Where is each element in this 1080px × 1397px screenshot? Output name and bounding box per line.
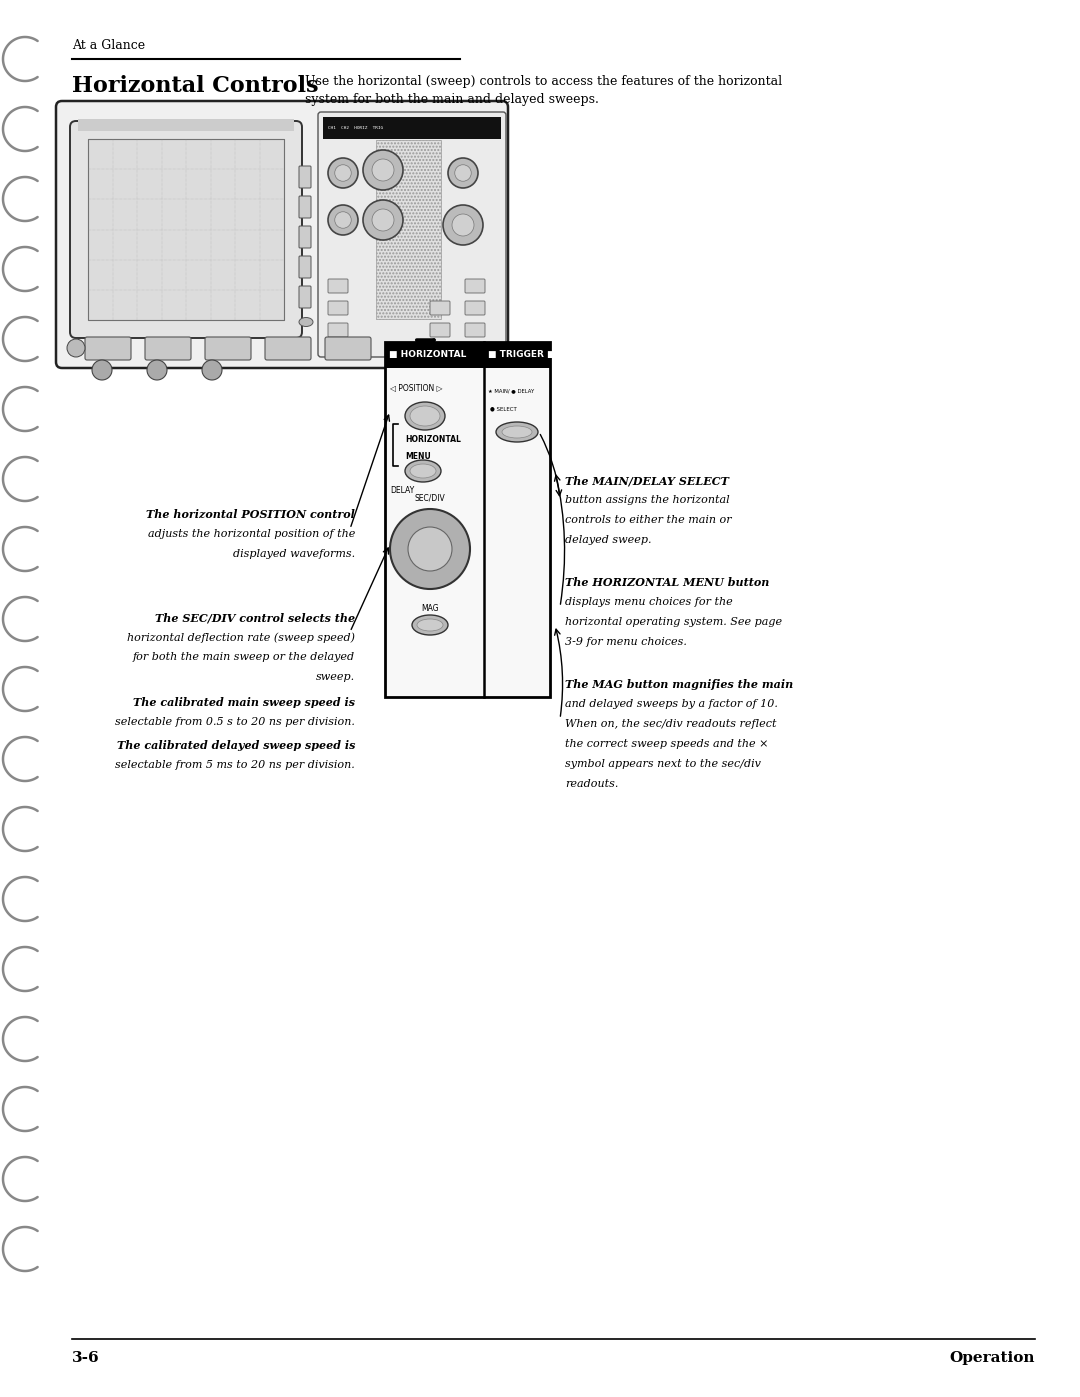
Ellipse shape [411, 615, 448, 636]
FancyBboxPatch shape [430, 300, 450, 314]
Bar [376, 140, 441, 319]
FancyBboxPatch shape [299, 286, 311, 307]
Ellipse shape [496, 422, 538, 441]
Text: displayed waveforms.: displayed waveforms. [233, 549, 355, 559]
Text: ■ HORIZONTAL: ■ HORIZONTAL [389, 351, 467, 359]
Bar [87, 138, 284, 320]
FancyBboxPatch shape [318, 112, 507, 358]
Text: ■ TRIGGER ■: ■ TRIGGER ■ [488, 351, 555, 359]
FancyBboxPatch shape [328, 279, 348, 293]
Text: and delayed sweeps by a factor of 10.: and delayed sweeps by a factor of 10. [565, 698, 778, 710]
FancyBboxPatch shape [325, 337, 372, 360]
Ellipse shape [299, 317, 313, 327]
Text: The MAG button magnifies the main: The MAG button magnifies the main [565, 679, 793, 690]
FancyBboxPatch shape [265, 337, 311, 360]
Bar [78, 119, 294, 131]
Text: The calibrated main sweep speed is: The calibrated main sweep speed is [133, 697, 355, 708]
Circle shape [443, 205, 483, 244]
Ellipse shape [410, 464, 436, 478]
Text: ● SELECT: ● SELECT [490, 407, 516, 411]
FancyBboxPatch shape [70, 122, 302, 338]
Ellipse shape [405, 460, 441, 482]
Text: horizontal operating system. See page: horizontal operating system. See page [565, 617, 782, 627]
Text: readouts.: readouts. [565, 780, 619, 789]
Text: delayed sweep.: delayed sweep. [565, 535, 651, 545]
Ellipse shape [502, 426, 532, 439]
Text: At a Glance: At a Glance [72, 39, 145, 52]
Text: adjusts the horizontal position of the: adjusts the horizontal position of the [148, 529, 355, 539]
Circle shape [202, 360, 222, 380]
Text: the correct sweep speeds and the ×: the correct sweep speeds and the × [565, 739, 769, 749]
Text: for both the main sweep or the delayed: for both the main sweep or the delayed [133, 652, 355, 662]
Circle shape [147, 360, 167, 380]
FancyBboxPatch shape [328, 300, 348, 314]
Text: The calibrated delayed sweep speed is: The calibrated delayed sweep speed is [117, 740, 355, 752]
Text: The MAIN/DELAY SELECT: The MAIN/DELAY SELECT [565, 475, 729, 486]
Text: horizontal deflection rate (sweep speed): horizontal deflection rate (sweep speed) [127, 631, 355, 643]
Text: 3-6: 3-6 [72, 1351, 99, 1365]
FancyBboxPatch shape [299, 166, 311, 189]
Circle shape [448, 158, 478, 189]
Text: MAG: MAG [421, 604, 438, 613]
FancyBboxPatch shape [328, 323, 348, 337]
Bar [484, 342, 550, 367]
Text: ◁ POSITION ▷: ◁ POSITION ▷ [390, 384, 443, 393]
Text: CH1  CH2  HORIZ  TRIG: CH1 CH2 HORIZ TRIG [328, 126, 383, 130]
Text: MENU: MENU [405, 453, 431, 461]
Text: ★ MAIN/ ● DELAY: ★ MAIN/ ● DELAY [488, 388, 535, 393]
Circle shape [328, 158, 357, 189]
Text: system for both the main and delayed sweeps.: system for both the main and delayed swe… [305, 94, 599, 106]
Text: controls to either the main or: controls to either the main or [565, 515, 731, 525]
Text: symbol appears next to the sec/div: symbol appears next to the sec/div [565, 759, 761, 768]
FancyBboxPatch shape [299, 226, 311, 249]
Ellipse shape [417, 619, 443, 631]
FancyBboxPatch shape [465, 279, 485, 293]
FancyBboxPatch shape [430, 323, 450, 337]
FancyBboxPatch shape [299, 196, 311, 218]
FancyBboxPatch shape [465, 323, 485, 337]
Text: selectable from 0.5 s to 20 ns per division.: selectable from 0.5 s to 20 ns per divis… [116, 717, 355, 726]
Ellipse shape [410, 407, 440, 426]
Text: SEC/DIV: SEC/DIV [415, 495, 445, 503]
Circle shape [390, 509, 470, 590]
Circle shape [67, 339, 85, 358]
Text: The horizontal POSITION control: The horizontal POSITION control [146, 509, 355, 520]
Circle shape [372, 159, 394, 182]
Text: Horizontal Controls: Horizontal Controls [72, 75, 319, 96]
Text: button assigns the horizontal: button assigns the horizontal [565, 495, 730, 504]
Text: HORIZONTAL: HORIZONTAL [405, 436, 461, 444]
Text: Operation: Operation [949, 1351, 1035, 1365]
Circle shape [335, 165, 351, 182]
Circle shape [455, 165, 471, 182]
Circle shape [453, 214, 474, 236]
FancyBboxPatch shape [465, 300, 485, 314]
Circle shape [335, 212, 351, 228]
Circle shape [363, 149, 403, 190]
FancyBboxPatch shape [56, 101, 508, 367]
Text: When on, the sec/div readouts reflect: When on, the sec/div readouts reflect [565, 719, 777, 729]
Text: 3-9 for menu choices.: 3-9 for menu choices. [565, 637, 687, 647]
Text: Use the horizontal (sweep) controls to access the features of the horizontal: Use the horizontal (sweep) controls to a… [305, 75, 782, 88]
FancyBboxPatch shape [85, 337, 131, 360]
Circle shape [408, 527, 453, 571]
Text: selectable from 5 ms to 20 ns per division.: selectable from 5 ms to 20 ns per divisi… [116, 760, 355, 770]
Bar [323, 117, 501, 138]
Circle shape [363, 200, 403, 240]
Text: sweep.: sweep. [315, 672, 355, 682]
Circle shape [92, 360, 112, 380]
Text: The HORIZONTAL MENU button: The HORIZONTAL MENU button [565, 577, 769, 588]
Circle shape [328, 205, 357, 235]
Text: DELAY: DELAY [390, 486, 415, 496]
Bar [384, 342, 484, 367]
Text: The SEC/DIV control selects the: The SEC/DIV control selects the [154, 612, 355, 623]
FancyBboxPatch shape [299, 256, 311, 278]
Text: displays menu choices for the: displays menu choices for the [565, 597, 732, 608]
Bar [384, 342, 550, 697]
Ellipse shape [405, 402, 445, 430]
Circle shape [372, 210, 394, 231]
FancyBboxPatch shape [205, 337, 251, 360]
FancyBboxPatch shape [145, 337, 191, 360]
